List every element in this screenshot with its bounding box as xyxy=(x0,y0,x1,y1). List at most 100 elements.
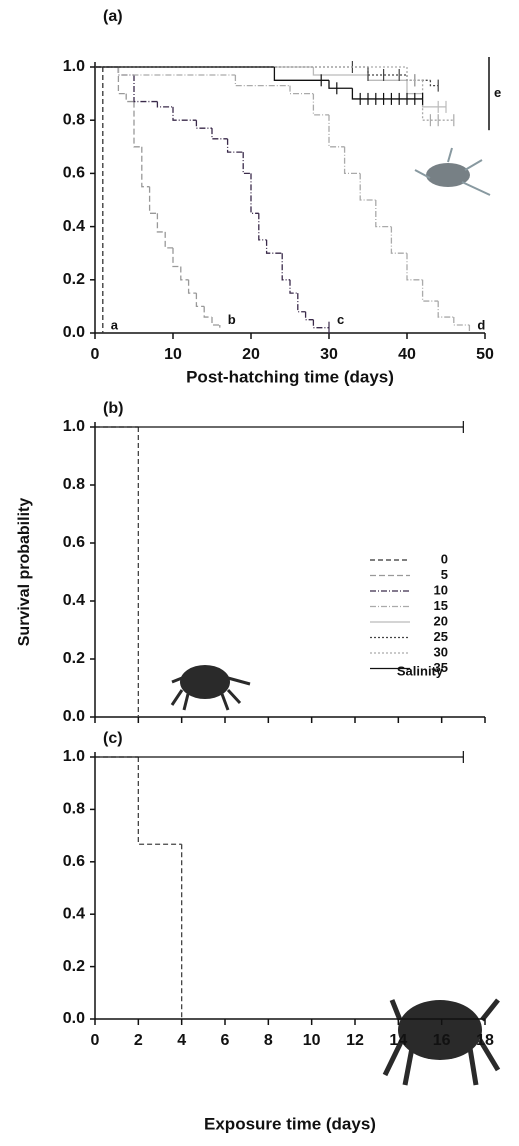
y-tick-label: 0.4 xyxy=(63,905,85,922)
survival-step xyxy=(297,293,306,313)
survival-step xyxy=(328,114,345,148)
survival-step xyxy=(117,67,134,76)
legend-label: 15 xyxy=(434,598,448,613)
series xyxy=(95,756,183,1019)
survival-step xyxy=(406,67,423,81)
survival-step xyxy=(406,253,423,281)
survival-step xyxy=(180,266,189,281)
series xyxy=(95,66,104,333)
y-axis-label: Survival probability xyxy=(16,498,33,647)
legend-label: 10 xyxy=(434,582,448,597)
survival-step xyxy=(187,279,197,294)
curve-label: a xyxy=(111,317,119,332)
x-tick-label: 20 xyxy=(242,346,260,363)
survival-step xyxy=(156,101,173,108)
survival-step xyxy=(234,74,290,87)
x-tick-label: 4 xyxy=(177,1032,186,1049)
x-tick-label: 10 xyxy=(303,1032,321,1049)
survival-step xyxy=(429,80,439,87)
x-tick-label: 50 xyxy=(476,346,494,363)
survival-step xyxy=(281,253,290,281)
legend-label: 30 xyxy=(434,644,448,659)
series xyxy=(95,66,471,333)
survival-step xyxy=(367,67,407,76)
y-tick-label: 0.8 xyxy=(63,476,85,493)
x-axis-label: Exposure time (days) xyxy=(204,1114,376,1133)
survival-step xyxy=(250,173,259,214)
survival-step xyxy=(133,101,142,148)
survival-step xyxy=(312,93,329,116)
survival-step xyxy=(289,85,314,95)
legend-title: Salinity xyxy=(397,663,444,678)
x-axis-label: Post-hatching time (days) xyxy=(186,367,394,386)
legend-label: 0 xyxy=(441,551,448,566)
curve-label: d xyxy=(477,317,485,332)
y-tick-label: 0.0 xyxy=(63,324,85,341)
x-tick-label: 14 xyxy=(389,1032,407,1049)
x-tick-label: 10 xyxy=(164,346,182,363)
survival-step xyxy=(117,67,236,76)
y-tick-label: 1.0 xyxy=(63,418,85,435)
survival-step xyxy=(359,173,376,201)
y-tick-label: 0.6 xyxy=(63,853,85,870)
survival-step xyxy=(421,93,446,108)
survival-step xyxy=(367,74,407,81)
survival-step xyxy=(312,319,329,329)
crab-photo-b xyxy=(170,665,251,711)
survival-step xyxy=(195,120,212,129)
survival-step xyxy=(141,146,150,188)
y-tick-label: 0.8 xyxy=(63,801,85,818)
panel-label: (a) xyxy=(103,8,123,25)
series xyxy=(95,751,464,763)
survival-step xyxy=(328,80,353,89)
survival-step xyxy=(437,301,454,318)
survival-step xyxy=(164,231,173,249)
y-tick-label: 0.4 xyxy=(63,218,85,235)
survival-step xyxy=(273,67,329,81)
panel-label: (c) xyxy=(103,730,123,747)
survival-step xyxy=(390,226,407,254)
survival-step xyxy=(312,67,368,76)
y-tick-label: 0.0 xyxy=(63,708,85,725)
larva-photo xyxy=(414,147,491,196)
survival-step xyxy=(453,317,470,326)
survival-step xyxy=(172,247,181,268)
y-tick-label: 0.0 xyxy=(63,1010,85,1027)
group-label: e xyxy=(494,85,501,100)
survival-step xyxy=(148,186,158,214)
x-tick-label: 8 xyxy=(264,1032,273,1049)
survival-step xyxy=(211,317,220,326)
y-tick-label: 1.0 xyxy=(63,58,85,75)
survival-step xyxy=(304,311,314,321)
crab-photo-c xyxy=(382,998,501,1086)
survival-step xyxy=(421,279,439,302)
legend-label: 25 xyxy=(434,629,448,644)
survival-step xyxy=(133,74,158,103)
series xyxy=(95,66,424,105)
survival-step xyxy=(226,138,244,153)
survival-step xyxy=(203,306,212,318)
legend-label: 35 xyxy=(434,660,448,675)
y-tick-label: 0.6 xyxy=(63,165,85,182)
x-tick-label: 16 xyxy=(433,1032,451,1049)
survival-step xyxy=(195,293,205,308)
y-tick-label: 0.6 xyxy=(63,534,85,551)
series xyxy=(95,66,447,113)
panel-label: (b) xyxy=(103,400,123,417)
survival-step xyxy=(375,200,392,228)
series xyxy=(95,426,139,717)
x-tick-label: 2 xyxy=(134,1032,143,1049)
legend-label: 20 xyxy=(434,613,448,628)
x-tick-label: 40 xyxy=(398,346,416,363)
y-tick-label: 1.0 xyxy=(63,748,85,765)
survival-step xyxy=(265,239,283,254)
x-tick-label: 0 xyxy=(91,346,100,363)
survival-step xyxy=(343,146,361,175)
y-tick-label: 0.2 xyxy=(63,650,85,667)
y-tick-label: 0.2 xyxy=(63,271,85,288)
survival-step xyxy=(258,213,267,241)
y-tick-label: 0.4 xyxy=(63,592,85,609)
survival-step xyxy=(125,93,134,103)
curve-label: b xyxy=(228,312,236,327)
